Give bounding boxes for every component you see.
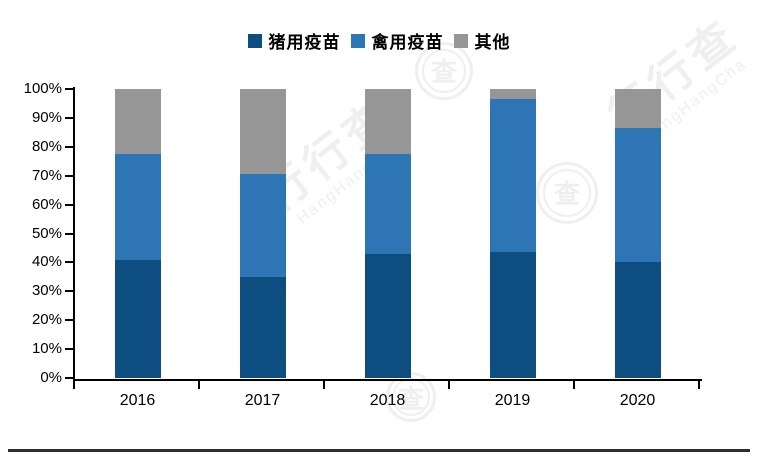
bar-2016 — [114, 89, 161, 378]
bar-segment-2017-series-1 — [239, 174, 286, 277]
watermark-en-text: HangHangCha — [294, 135, 406, 228]
x-axis-category-label: 2019 — [494, 392, 531, 409]
bar-segment-2019-series-2 — [489, 89, 536, 100]
legend-swatch-icon — [247, 33, 262, 48]
bar-2019 — [489, 89, 536, 378]
x-axis-category-label: 2017 — [244, 392, 281, 409]
bar-2017 — [239, 89, 286, 378]
y-axis-tick — [65, 174, 73, 177]
y-axis-tick-label: 10% — [31, 340, 62, 358]
x-axis-line — [73, 379, 702, 381]
bottom-divider-line — [8, 449, 750, 452]
legend-label: 其他 — [474, 33, 511, 52]
x-axis-tick — [573, 381, 575, 389]
y-axis-tick — [65, 290, 73, 293]
bar-segment-2018-series-2 — [364, 89, 411, 155]
y-axis-tick-label: 100% — [23, 80, 62, 97]
x-axis-tick — [448, 381, 450, 389]
bar-segment-2020-series-2 — [614, 89, 661, 129]
x-axis-category-label: 2016 — [119, 392, 156, 409]
watermark-seal-logo: 查 — [536, 162, 598, 224]
y-axis-line — [73, 87, 75, 381]
bar-segment-2016-series-1 — [114, 154, 161, 260]
legend-item-2: 其他 — [453, 28, 511, 53]
y-axis-tick — [65, 261, 73, 264]
x-axis-category-label: 2020 — [619, 392, 656, 409]
legend: 猪用疫苗 禽用疫苗 其他 — [0, 28, 758, 53]
watermark-seal-glyph: 查 — [543, 169, 591, 217]
bar-segment-2019-series-1 — [489, 99, 536, 253]
bar-2018 — [364, 89, 411, 378]
x-axis-category-label: 2018 — [369, 392, 406, 409]
y-axis-tick-label: 0% — [40, 369, 62, 386]
y-axis-tick-label: 90% — [31, 108, 62, 126]
y-axis-tick-label: 20% — [31, 311, 62, 329]
legend-label: 猪用疫苗 — [268, 33, 341, 52]
legend-swatch-icon — [350, 33, 365, 48]
y-axis-tick-label: 80% — [31, 137, 62, 155]
bar-segment-2020-series-0 — [614, 262, 661, 378]
y-axis-tick-label: 60% — [31, 195, 62, 213]
legend-swatch-icon — [453, 33, 468, 48]
x-axis-tick — [323, 381, 325, 389]
bar-segment-2016-series-0 — [114, 259, 161, 378]
y-axis-tick-label: 70% — [31, 166, 62, 184]
x-axis-tick — [198, 381, 200, 389]
x-axis-tick — [698, 381, 700, 389]
bar-segment-2017-series-0 — [239, 276, 286, 378]
y-axis-tick-label: 30% — [31, 282, 62, 300]
bar-segment-2020-series-1 — [614, 128, 661, 263]
legend-item-1: 禽用疫苗 — [350, 28, 444, 53]
y-axis-tick — [65, 88, 73, 90]
y-axis-tick — [65, 145, 73, 148]
y-axis-tick-label: 40% — [31, 253, 62, 271]
y-axis-tick — [65, 116, 73, 119]
bar-segment-2017-series-2 — [239, 89, 286, 175]
bar-2020 — [614, 89, 661, 378]
y-axis-tick — [65, 203, 73, 206]
bar-segment-2019-series-0 — [489, 252, 536, 378]
y-axis-tick — [65, 348, 73, 351]
y-axis-tick-label: 50% — [31, 224, 62, 242]
watermark-seal-glyph: 查 — [421, 48, 467, 94]
bar-segment-2018-series-0 — [364, 253, 411, 378]
bar-segment-2016-series-2 — [114, 89, 161, 155]
y-axis-tick — [65, 319, 73, 322]
y-axis-tick — [65, 377, 73, 379]
bar-segment-2018-series-1 — [364, 154, 411, 254]
y-axis-tick — [65, 232, 73, 235]
legend-item-0: 猪用疫苗 — [247, 28, 341, 53]
legend-label: 禽用疫苗 — [371, 33, 444, 52]
x-axis-tick — [73, 381, 75, 389]
